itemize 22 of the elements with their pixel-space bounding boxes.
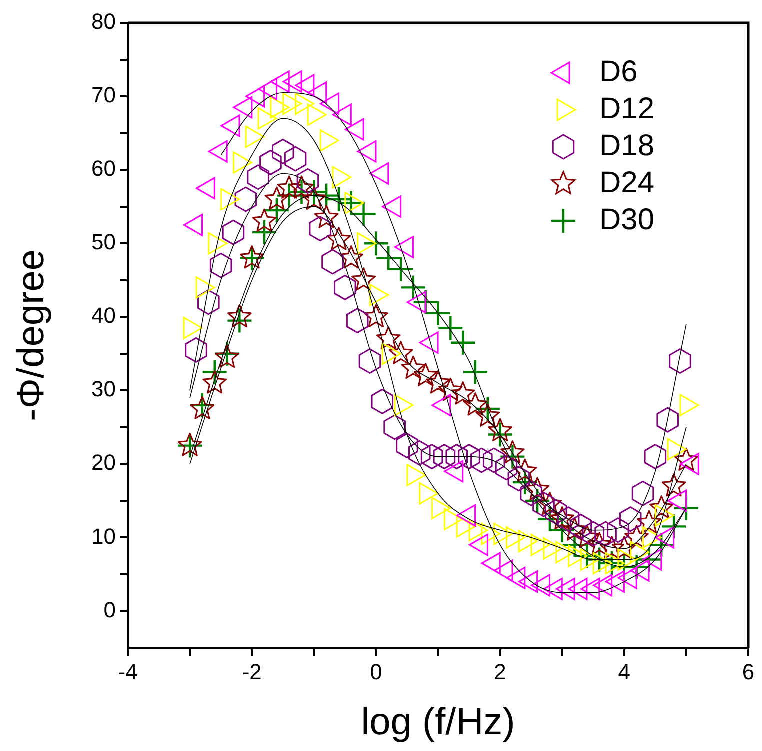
x-tick-label: 2 (494, 659, 506, 684)
y-tick-label: 30 (92, 376, 116, 402)
legend-label: D24 (600, 166, 655, 200)
y-tick-label: 60 (92, 156, 116, 182)
y-tick-label: 20 (92, 450, 116, 476)
legend-label: D30 (600, 203, 655, 236)
y-tick-label: 0 (104, 597, 116, 622)
x-tick-label: 6 (742, 659, 755, 684)
legend-label: D6 (600, 55, 638, 88)
legend-label: D18 (600, 129, 655, 162)
x-tick-label: 4 (618, 659, 631, 684)
x-tick-label: -4 (118, 659, 138, 684)
y-tick-label: 50 (92, 230, 116, 255)
x-tick-label: 0 (370, 659, 382, 684)
y-axis-title: -Φ/degree (10, 250, 52, 422)
y-tick-label: 10 (92, 524, 116, 549)
legend-label: D12 (600, 92, 655, 126)
x-axis-title: log (f/Hz) (361, 702, 516, 744)
y-tick-label: 40 (92, 303, 116, 328)
x-tick-label: -2 (242, 659, 262, 684)
y-tick-label: 70 (92, 82, 116, 108)
y-tick-label: 80 (92, 9, 116, 34)
